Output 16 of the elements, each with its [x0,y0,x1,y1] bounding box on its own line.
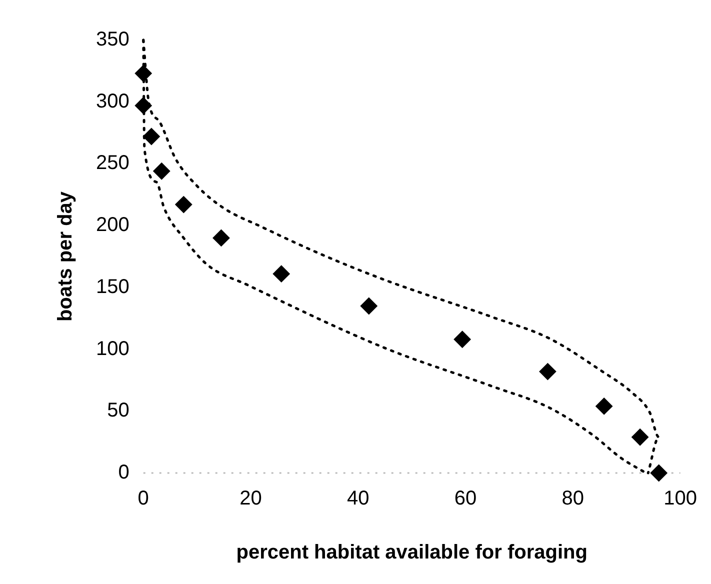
x-axis-title: percent habitat available for foraging [236,542,588,564]
y-tick-label: 50 [107,400,130,422]
x-tick-label: 60 [454,488,477,510]
x-tick-label: 80 [562,488,584,510]
y-tick-label: 100 [96,338,130,360]
y-tick-label: 350 [96,28,130,51]
x-tick-label: 40 [347,488,370,510]
y-axis-title: boats per day [54,190,77,322]
x-tick-label: 20 [240,488,262,510]
y-tick-label: 150 [96,276,130,298]
y-tick-label: 250 [96,152,130,174]
y-tick-label: 300 [96,90,130,112]
y-tick-label: 200 [96,214,130,236]
x-tick-label: 0 [138,488,149,510]
x-tick-label: 100 [664,488,698,510]
y-tick-label: 0 [118,462,130,484]
